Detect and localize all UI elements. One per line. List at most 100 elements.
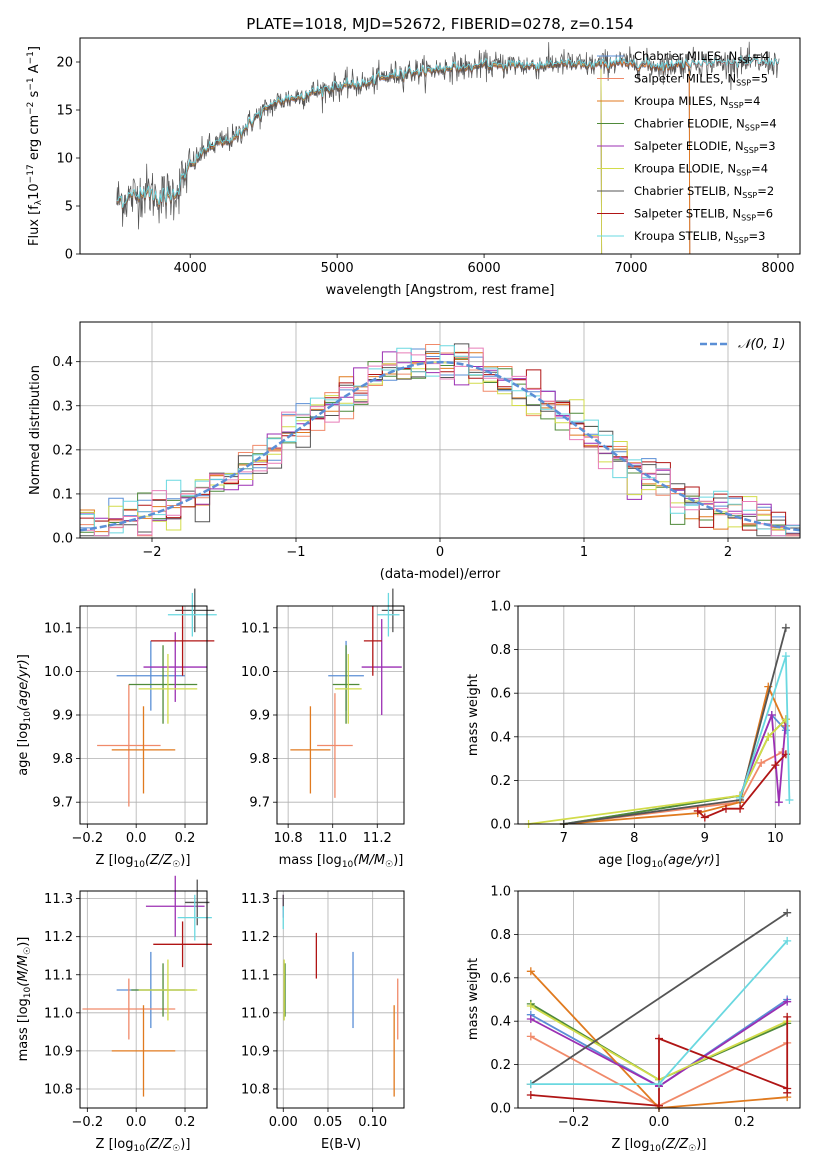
x-tick-label: 0.0: [126, 831, 147, 846]
y-tick-label: 20: [56, 56, 73, 71]
errorbar-kroupa_elodie: [334, 653, 362, 724]
mass-vs-metallicity-ylabel: mass [log10(M/M☉)]: [16, 937, 33, 1062]
y-tick-label: 11.1: [241, 968, 270, 983]
y-tick-label: 9.7: [249, 796, 270, 811]
y-tick-label: 0.4: [490, 1015, 511, 1030]
y-tick-label: 11.3: [44, 892, 73, 907]
y-tick-label: 0.0: [490, 1102, 511, 1117]
y-tick-label: 10.0: [241, 665, 270, 680]
errorbar-kroupa_elodie: [138, 959, 198, 1021]
weight-marker: [721, 804, 730, 813]
spectrum-ylabel: Flux [fλ10−17 erg cm−2 s−1 A−1]: [26, 46, 44, 246]
weight-marker: [526, 1080, 535, 1089]
histogram-chabrier_stelib: [80, 343, 800, 537]
residuals-panel: −2 −1 0 1 2 0.0 0.1 0.2 0.3 0.4 (data-model)/erro…: [28, 321, 801, 582]
legend-entry: Salpeter MILES, NSSP=5: [634, 72, 768, 88]
mass-vs-ebv-panel: 0.00 0.05 0.10 10.8 10.9 11.0 11.1 11.2 11.3 E(B…: [241, 890, 405, 1152]
y-tick-label: 9.9: [52, 709, 73, 724]
errorbar-salpeter_elodie: [143, 632, 207, 702]
y-tick-label: 10.9: [44, 1044, 73, 1059]
age-vs-metallicity-panel: −0.2 0.0 0.2 9.7 9.8 9.9 10.0 10.1 Z [log10(Z/Z…: [16, 588, 217, 870]
y-tick-label: 10.1: [44, 621, 73, 636]
legend-entry: Salpeter STELIB, NSSP=6: [634, 207, 773, 223]
y-tick-label: 0.0: [490, 818, 511, 833]
weight-marker: [785, 796, 794, 805]
residuals-legend: 𝒩(0, 1): [700, 337, 785, 352]
x-tick-label: 9: [701, 831, 709, 846]
weight-marker: [736, 804, 745, 813]
x-tick-label: 11.2: [363, 831, 392, 846]
x-tick-label: 0.2: [175, 831, 196, 846]
errorbar-kroupa_stelib: [377, 592, 400, 637]
y-tick-label: 11.0: [44, 1006, 73, 1021]
x-tick-label: −0.2: [558, 1115, 590, 1130]
y-tick-label: 10.9: [241, 1044, 270, 1059]
x-tick-label: 0.2: [734, 1115, 755, 1130]
y-tick-label: 5: [65, 200, 73, 215]
mass-vs-metallicity-axes-frame: [79, 890, 208, 1109]
y-tick-label: 10.0: [44, 665, 73, 680]
y-tick-label: 0: [65, 248, 73, 263]
weight-line: [530, 1016, 789, 1107]
errorbar-chabrier_elodie: [128, 645, 198, 724]
spectrum-line-kroupa_stelib: [116, 54, 779, 208]
errorbar-kroupa_stelib: [167, 592, 217, 637]
x-tick-label: 7000: [614, 261, 647, 276]
weight-marker: [783, 997, 792, 1006]
weight-marker: [526, 1002, 535, 1011]
weight-series-chabrier_stelib: [559, 623, 790, 828]
y-tick-label: 10.8: [241, 1082, 270, 1097]
errorbar-chabrier_elodie: [332, 645, 360, 724]
x-tick-label: −2: [142, 545, 161, 560]
y-tick-label: 11.3: [241, 892, 270, 907]
y-tick-label: 0.1: [52, 487, 73, 502]
y-tick-label: 0.4: [52, 355, 73, 370]
age-vs-mass-xlabel: mass [log10(M/M☉)]: [279, 853, 404, 870]
weight-marker: [655, 1034, 663, 1043]
spectrum-title: PLATE=1018, MJD=52672, FIBERID=0278, z=0…: [246, 15, 633, 33]
y-tick-label: 0.6: [490, 687, 511, 702]
weight-marker: [774, 798, 783, 807]
weight-marker: [767, 711, 776, 719]
weight-vs-age-panel: 7 8 9 10 0.0 0.2 0.4 0.6 0.8 1.0 age [log10(age/y…: [466, 600, 801, 870]
legend-entry: Chabrier STELIB, NSSP=2: [634, 184, 774, 200]
y-tick-label: 0.0: [52, 532, 73, 547]
y-tick-label: 0.8: [490, 928, 511, 943]
errorbar-chabrier_miles: [116, 640, 186, 711]
x-tick-label: 8: [630, 831, 638, 846]
weight-marker: [736, 793, 745, 802]
weight-vs-age-xlabel: age [log10(age/yr)]: [598, 853, 720, 870]
y-tick-label: 0.8: [490, 643, 511, 658]
y-tick-label: 11.2: [44, 930, 73, 945]
errorbar-salpeter_stelib: [363, 606, 382, 676]
x-tick-label: 2: [724, 545, 732, 560]
weight-marker: [526, 1090, 535, 1099]
weight-vs-age-ylabel: mass weight: [466, 674, 481, 756]
y-tick-label: 0.2: [52, 443, 73, 458]
errorbar-salpeter_miles: [82, 978, 176, 1040]
weight-marker: [700, 813, 709, 822]
spectrum-legend: Chabrier MILES, NSSP=4 Salpeter MILES, NS…: [597, 49, 777, 245]
x-tick-label: 0.0: [649, 1115, 670, 1130]
weight-marker: [526, 1032, 535, 1041]
weight-marker: [526, 967, 535, 976]
mass-vs-metallicity-xlabel: Z [log10(Z/Z☉)]: [96, 1137, 191, 1154]
weight-marker: [757, 758, 766, 767]
residuals-ylabel: Normed distribution: [28, 365, 43, 495]
y-tick-label: 11.2: [241, 930, 270, 945]
x-tick-label: −0.2: [72, 1115, 104, 1130]
x-tick-label: 6000: [468, 261, 501, 276]
errorbar-kroupa_elodie: [138, 653, 198, 724]
y-tick-label: 9.8: [52, 752, 73, 767]
y-tick-label: 0.2: [490, 774, 511, 789]
legend-entry: Chabrier MILES, NSSP=4: [634, 49, 769, 65]
x-tick-label: 4000: [174, 261, 207, 276]
errorbar-salpeter_miles: [97, 684, 161, 807]
spectrum-line-chabrier_stelib: [116, 41, 780, 230]
weight-series-kroupa_stelib: [736, 652, 794, 805]
y-tick-label: 0.4: [490, 730, 511, 745]
errorbar-salpeter_elodie: [361, 619, 402, 715]
spectrum-line-chabrier_elodie: [116, 60, 603, 254]
spectrum-axes-frame: [79, 37, 801, 255]
